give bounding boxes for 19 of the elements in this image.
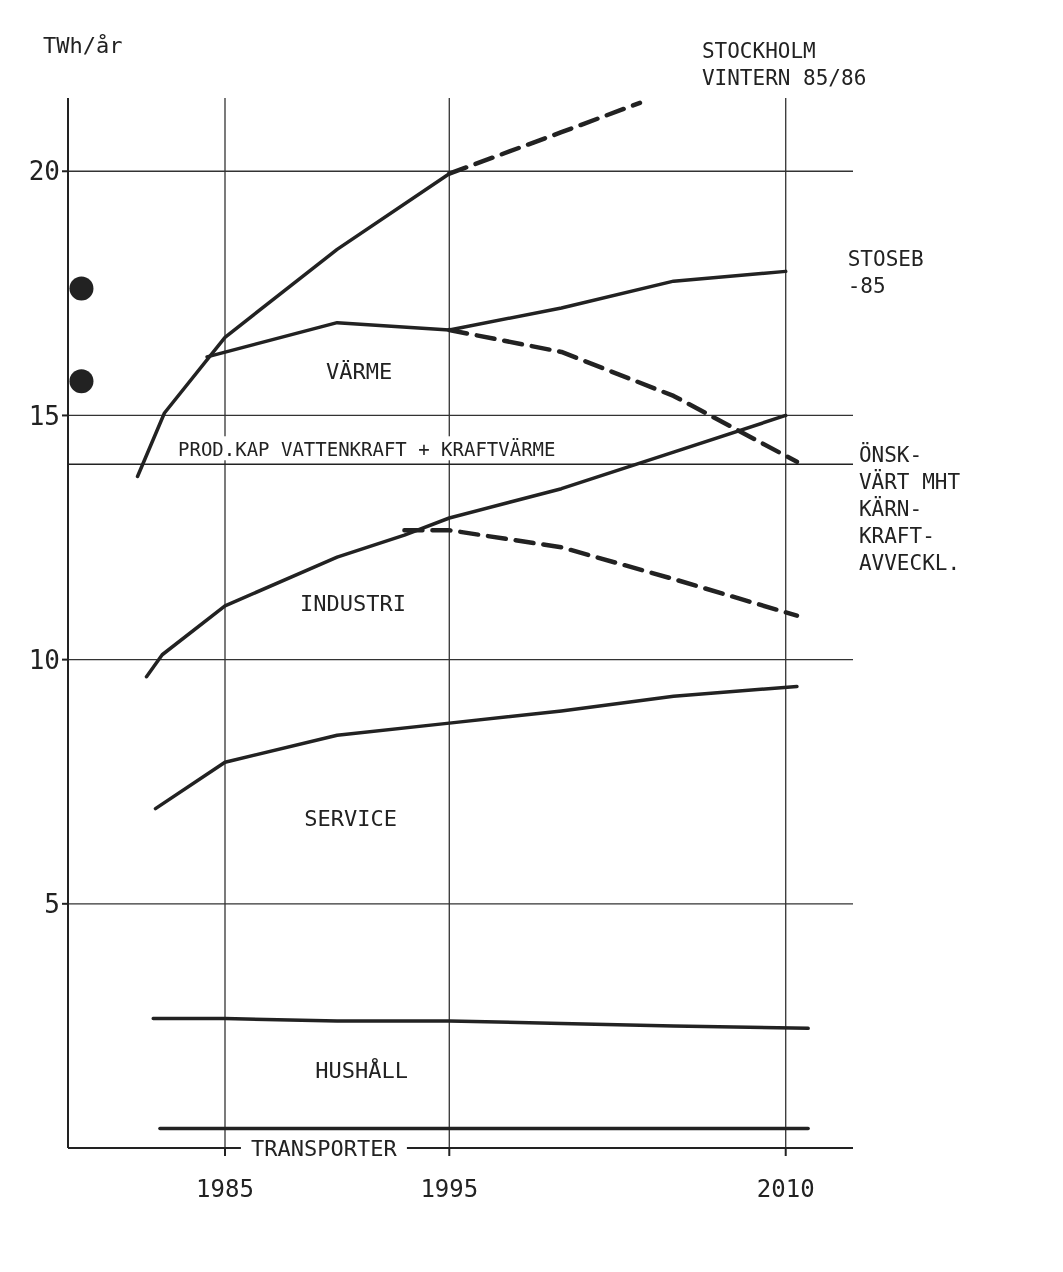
text: ÖNSK- VÄRT MHT KÄRN- KRAFT- AVVECKL.	[858, 441, 961, 575]
line-series	[151, 1016, 810, 1031]
y-tick-label: 15	[28, 400, 60, 431]
y-tick-label: 20	[28, 156, 60, 187]
line-series	[153, 684, 799, 811]
annotation: VÄRME	[326, 359, 393, 384]
y-axis-title: TWh/år	[43, 33, 123, 58]
y-tick-label: 5	[44, 889, 60, 920]
x-tick-label: 1985	[196, 1175, 254, 1204]
ref-line-label: PROD.KAP VATTENKRAFT + KRAFTVÄRME	[178, 438, 556, 461]
y-tick-label: 10	[28, 644, 60, 675]
text: STOCKHOLM VINTERN 85/86	[701, 38, 867, 90]
annotation: INDUSTRI	[299, 591, 406, 617]
annotation: TRANSPORTER	[251, 1136, 398, 1161]
x-tick-label: 1995	[420, 1175, 479, 1204]
annotation: SERVICE	[304, 806, 397, 832]
annotation: HUSHÅLL	[315, 1057, 408, 1084]
text: STOSEB -85	[847, 247, 924, 299]
x-tick-label: 2010	[756, 1175, 815, 1204]
